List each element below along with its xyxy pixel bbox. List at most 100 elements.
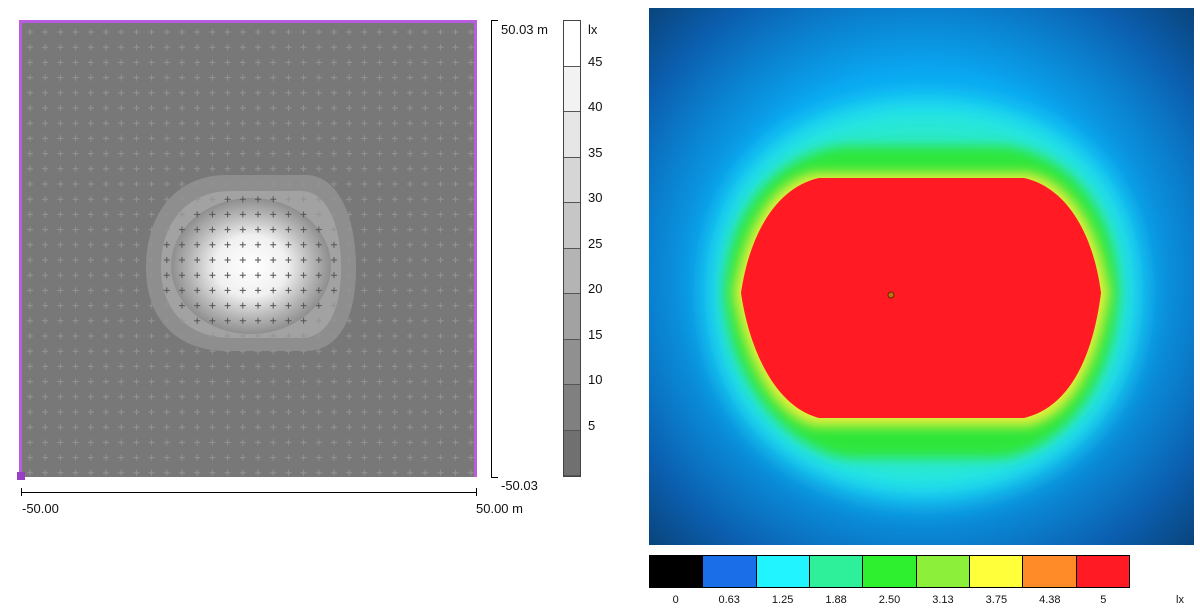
- grid-cross: [224, 363, 231, 370]
- grid-cross: [376, 378, 383, 385]
- grid-cross: [467, 241, 474, 248]
- grid-cross: [133, 333, 140, 339]
- grid-cross: [239, 272, 246, 279]
- grid-cross: [57, 363, 64, 370]
- grid-cross: [346, 272, 353, 279]
- grid-cross: [270, 287, 277, 294]
- grid-cross: [346, 226, 353, 233]
- grid-cross: [72, 150, 79, 157]
- grid-cross: [148, 469, 155, 476]
- grid-cross: [133, 74, 140, 81]
- grid-cross: [361, 120, 368, 127]
- grid-cross: [133, 29, 140, 35]
- grid-cross: [437, 424, 444, 431]
- grid-cross: [179, 105, 185, 111]
- grid-cross: [315, 469, 322, 476]
- grid-cross: [87, 135, 94, 142]
- grid-cross: [437, 241, 444, 248]
- grid-cross: [27, 393, 33, 400]
- grid-cross: [118, 59, 125, 66]
- y-top-label: 50.03 m: [501, 22, 548, 37]
- grid-cross: [376, 409, 383, 415]
- grid-cross: [361, 469, 368, 476]
- grid-cross: [27, 211, 33, 218]
- grid-cross: [163, 226, 170, 233]
- grid-cross: [285, 348, 292, 355]
- grid-cross: [285, 469, 292, 476]
- grid-cross: [300, 196, 307, 203]
- grid-cross: [133, 241, 140, 248]
- grid-cross: [224, 439, 231, 446]
- grid-cross: [194, 135, 201, 142]
- grid-cross: [87, 211, 94, 218]
- grid-cross: [467, 165, 474, 172]
- grid-cross: [118, 241, 125, 248]
- grid-cross: [255, 59, 261, 66]
- grid-cross: [315, 74, 322, 81]
- grid-cross: [407, 241, 413, 248]
- grid-cross: [270, 196, 277, 203]
- grid-cross: [437, 105, 444, 111]
- grid-cross: [467, 59, 474, 66]
- grid-cross: [103, 272, 109, 279]
- grid-cross: [255, 302, 261, 309]
- grid-cross: [331, 29, 337, 35]
- grid-cross: [315, 241, 322, 248]
- corner-handle[interactable]: [17, 472, 25, 480]
- grid-cross: [391, 89, 398, 96]
- grid-cross: [255, 44, 261, 51]
- grid-cross: [300, 439, 307, 446]
- grid-cross: [163, 317, 170, 324]
- grid-cross: [179, 409, 185, 415]
- grid-cross: [467, 409, 474, 415]
- grid-cross: [209, 181, 216, 187]
- grid-cross: [315, 393, 322, 400]
- grid-cross: [331, 120, 337, 127]
- grid-cross: [148, 424, 155, 431]
- grid-cross: [270, 333, 277, 339]
- grid-cross: [103, 409, 109, 415]
- gray-legend-segment: [564, 66, 580, 112]
- grid-cross: [87, 409, 94, 415]
- grid-cross: [209, 272, 216, 279]
- grid-cross: [422, 424, 429, 431]
- grid-cross: [103, 348, 109, 355]
- grid-cross: [239, 317, 246, 324]
- grid-cross: [285, 409, 292, 415]
- grid-cross: [133, 272, 140, 279]
- grid-cross: [148, 272, 155, 279]
- grid-cross: [346, 165, 353, 172]
- grid-cross: [391, 74, 398, 81]
- grid-cross: [346, 363, 353, 370]
- grid-cross: [300, 333, 307, 339]
- grid-cross: [437, 272, 444, 279]
- grid-cross: [361, 393, 368, 400]
- grid-cross: [72, 105, 79, 111]
- grid-cross: [133, 135, 140, 142]
- grid-cross: [148, 257, 155, 263]
- grid-cross: [315, 135, 322, 142]
- grid-cross: [118, 439, 125, 446]
- grid-cross: [255, 29, 261, 35]
- grid-cross: [57, 120, 64, 127]
- grid-cross: [239, 120, 246, 127]
- grid-cross: [467, 89, 474, 96]
- grid-cross: [27, 29, 33, 35]
- grid-cross: [57, 196, 64, 203]
- grid-cross: [452, 196, 459, 203]
- grid-cross: [163, 89, 170, 96]
- grid-cross: [42, 181, 49, 187]
- grid-cross: [270, 272, 277, 279]
- color-legend-tick: 3.13: [932, 594, 954, 606]
- grid-cross: [437, 165, 444, 172]
- grid-cross: [27, 135, 33, 142]
- grid-cross: [315, 454, 322, 461]
- grid-cross: [179, 302, 185, 309]
- grid-cross: [27, 89, 33, 96]
- grid-cross: [179, 363, 185, 370]
- grid-cross: [27, 44, 33, 51]
- grid-cross: [148, 302, 155, 309]
- grid-cross: [87, 59, 94, 66]
- grid-cross: [103, 74, 109, 81]
- grid-cross: [376, 287, 383, 294]
